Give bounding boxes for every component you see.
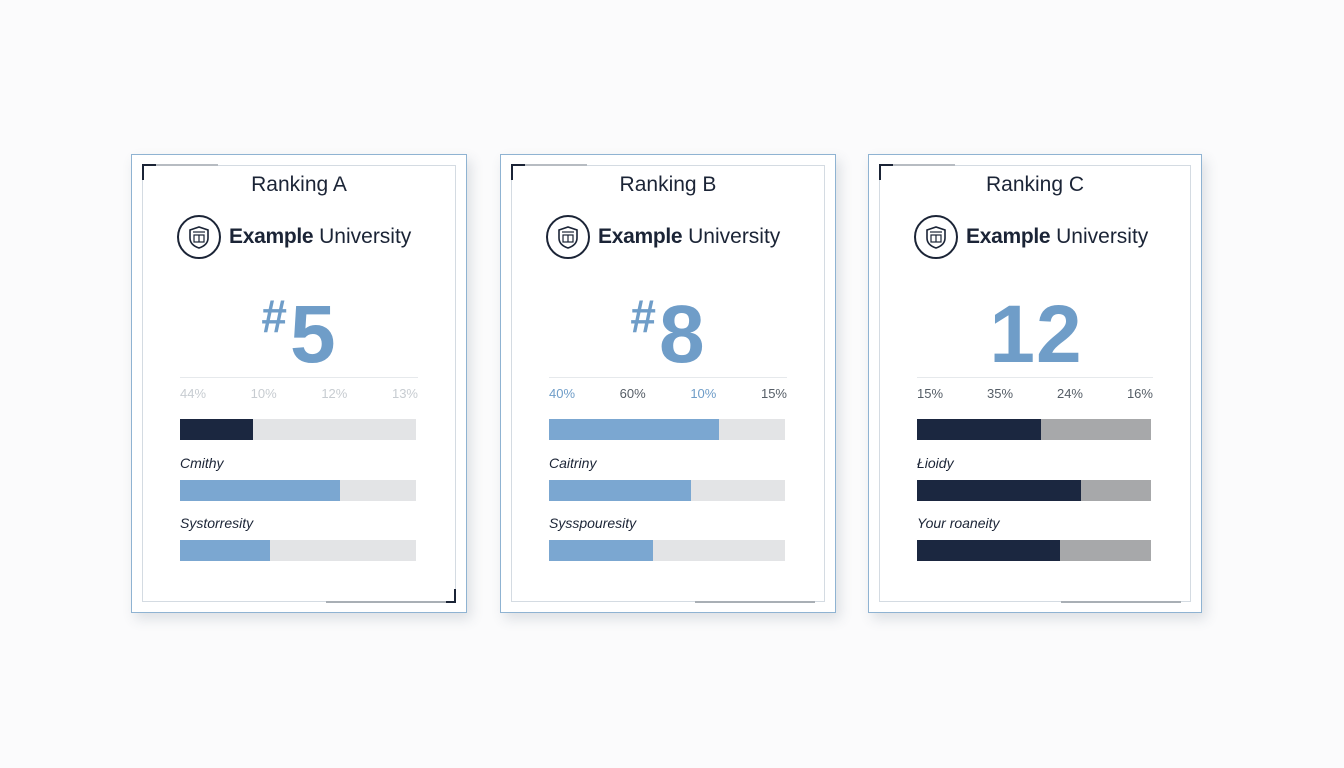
card-inner-frame	[511, 165, 825, 602]
university-name-regular: University	[1056, 225, 1149, 248]
metric-bar-fill	[549, 419, 719, 440]
metric-bar	[917, 419, 1151, 440]
tick-label: 40%	[549, 386, 576, 401]
tick-labels: 44% 10% 12% 13%	[180, 386, 418, 401]
metric-bar-fill	[180, 480, 341, 501]
tick-label: 10%	[690, 386, 717, 401]
rank-value: 8	[658, 289, 706, 380]
metric-bar-fill	[549, 480, 691, 501]
metric-bar	[180, 540, 416, 561]
university-header: Example University	[177, 213, 411, 261]
tick-label: 10%	[250, 386, 277, 401]
metric-label: Systorresity	[180, 515, 254, 531]
university-header: Example University	[914, 213, 1148, 261]
metric-label: Your roaneity	[917, 515, 1000, 531]
university-crest-icon	[546, 215, 590, 259]
card-title: Ranking C	[985, 173, 1085, 196]
ranking-card-b: Ranking B Example University #8 40% 60% …	[500, 154, 836, 613]
metric-bar-fill	[180, 540, 270, 561]
corner-bracket-top-left	[142, 164, 158, 180]
top-accent-line	[525, 164, 587, 166]
ranking-card-c: Ranking C Example University 12 15% 35% …	[868, 154, 1202, 613]
university-name-regular: University	[319, 225, 412, 248]
bottom-accent-line	[695, 601, 815, 603]
metric-label: Sysspouresity	[549, 515, 637, 531]
tick-label: 35%	[986, 386, 1014, 401]
tick-labels: 15% 35% 24% 16%	[917, 386, 1153, 401]
university-name: Example University	[229, 225, 411, 249]
university-name-regular: University	[688, 225, 781, 248]
metric-bar	[180, 480, 416, 501]
university-header: Example University	[546, 213, 780, 261]
rank-value: 12	[989, 289, 1083, 380]
university-crest-icon	[177, 215, 221, 259]
card-inner-frame	[142, 165, 456, 602]
university-name: Example University	[598, 225, 780, 249]
tick-label: 15%	[760, 386, 787, 401]
university-name-bold: Example	[598, 225, 683, 248]
metric-bar-fill	[917, 480, 1081, 501]
metric-bar	[180, 419, 416, 440]
corner-bracket-bottom-right	[444, 589, 456, 603]
university-name-bold: Example	[966, 225, 1051, 248]
card-title: Ranking B	[619, 173, 717, 196]
top-accent-line	[893, 164, 955, 166]
tick-label: 13%	[391, 386, 418, 401]
tick-label: 44%	[180, 386, 207, 401]
metric-bar	[549, 480, 785, 501]
metric-bar	[549, 419, 785, 440]
bottom-accent-line	[326, 601, 446, 603]
metric-label: Caitriny	[549, 455, 597, 471]
tick-label: 12%	[321, 386, 348, 401]
metric-bar-fill	[180, 419, 254, 440]
tick-label: 16%	[1126, 386, 1153, 401]
metric-bar-fill	[917, 540, 1060, 561]
tick-label: 60%	[619, 386, 646, 401]
rank-number: #5	[132, 271, 466, 380]
metric-bar	[917, 480, 1151, 501]
rank-hash: #	[261, 290, 288, 342]
rank-number: #8	[501, 271, 835, 380]
metric-bar-fill	[549, 540, 653, 561]
bottom-accent-line	[1061, 601, 1181, 603]
metric-label: Łioidy	[917, 455, 954, 471]
ranking-card-a: Ranking A Example University #5 44% 10% …	[131, 154, 467, 613]
top-accent-line	[156, 164, 218, 166]
card-inner-frame	[879, 165, 1191, 602]
metric-label: Cmithy	[180, 455, 224, 471]
tick-label: 24%	[1056, 386, 1083, 401]
ticks-axis-line	[917, 377, 1153, 378]
corner-bracket-top-left	[879, 164, 895, 180]
ticks-axis-line	[180, 377, 418, 378]
metric-bar-fill	[917, 419, 1042, 440]
university-name-bold: Example	[229, 225, 314, 248]
rank-number: 12	[869, 271, 1201, 380]
metric-bar	[917, 540, 1151, 561]
tick-label: 15%	[917, 386, 944, 401]
tick-labels: 40% 60% 10% 15%	[549, 386, 787, 401]
ticks-axis-line	[549, 377, 787, 378]
metric-bar	[549, 540, 785, 561]
rank-value: 5	[289, 289, 337, 380]
card-title: Ranking A	[251, 173, 347, 196]
corner-bracket-top-left	[511, 164, 527, 180]
rank-hash: #	[630, 290, 657, 342]
university-name: Example University	[966, 225, 1148, 249]
university-crest-icon	[914, 215, 958, 259]
